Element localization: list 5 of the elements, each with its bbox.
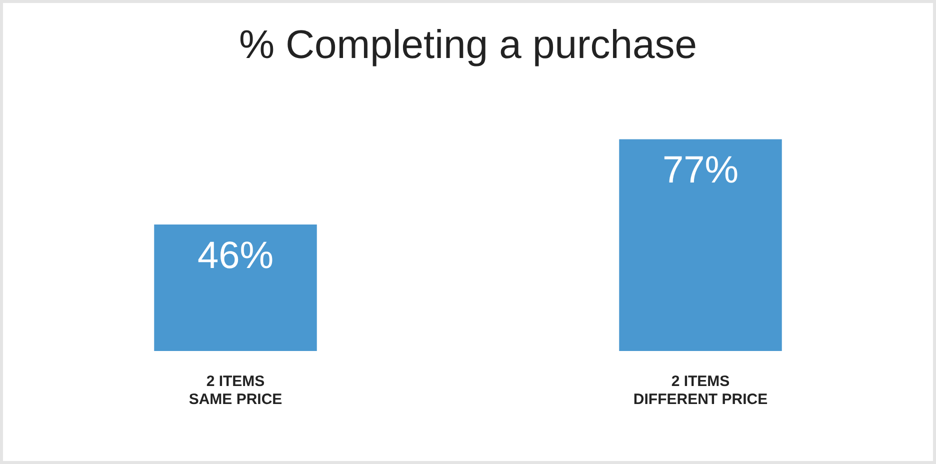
chart-title: % Completing a purchase (238, 23, 698, 68)
x-tick-label: 2 ITEMS SAME PRICE (188, 373, 282, 408)
data-label: 46% (197, 234, 274, 277)
data-label: 77% (662, 150, 739, 192)
x-tick-label: 2 ITEMS DIFFERENT PRICE (633, 373, 768, 408)
